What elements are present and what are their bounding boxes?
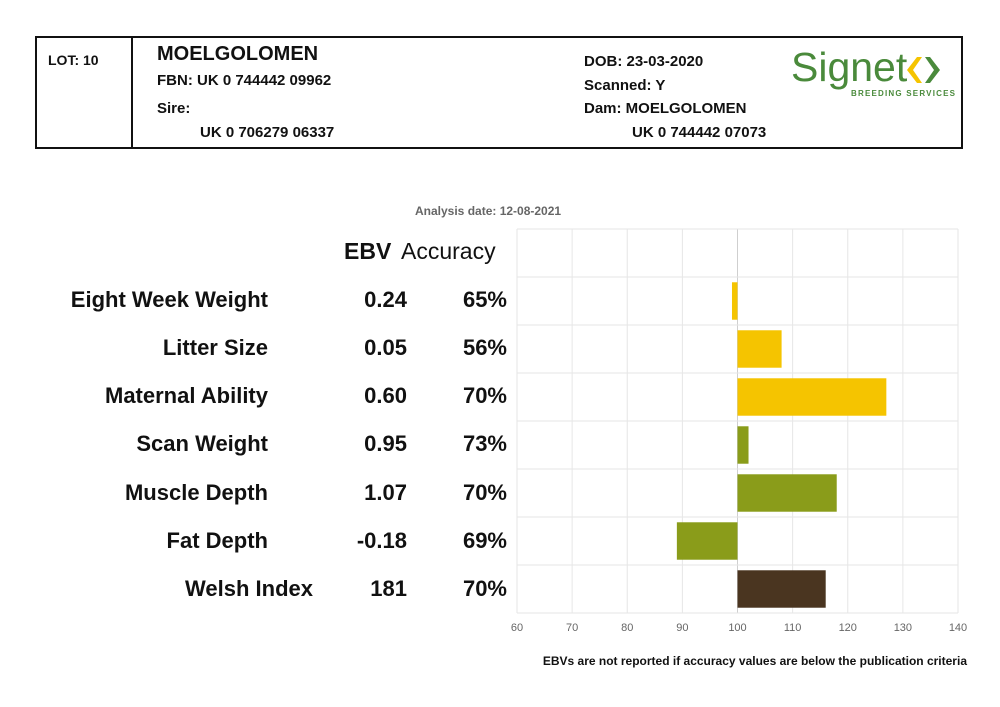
x-tick-label: 110 [784, 622, 802, 634]
lot-cell [37, 38, 133, 147]
x-tick-label: 130 [894, 622, 912, 634]
accuracy-column-header: Accuracy [401, 238, 496, 264]
accuracy-value: 70% [462, 480, 507, 505]
x-tick-label: 140 [949, 622, 967, 634]
ebv-value: 181 [370, 576, 407, 601]
trait-label: Scan Weight [136, 431, 268, 456]
signet-logo: Signet BREEDING SERVICES [791, 44, 955, 106]
trait-label: Litter Size [162, 335, 268, 360]
scanned-status: Scanned: Y [584, 77, 666, 94]
accuracy-value: 73% [462, 431, 507, 456]
analysis-date: Analysis date: 12-08-2021 [415, 204, 562, 218]
bar [737, 570, 826, 608]
x-tick-label: 70 [566, 622, 578, 634]
bar [737, 474, 837, 512]
fbn: FBN: UK 0 744442 09962 [157, 72, 332, 89]
sire-id: UK 0 706279 06337 [200, 124, 335, 141]
lot-number: LOT: 10 [48, 52, 99, 68]
trait-label: Maternal Ability [105, 383, 268, 408]
accuracy-value: 65% [462, 287, 507, 312]
accuracy-value: 69% [462, 528, 507, 553]
accuracy-value: 70% [462, 576, 507, 601]
ebv-value: 1.07 [364, 480, 407, 505]
dam-id: UK 0 744442 07073 [632, 124, 767, 141]
ebv-value: 0.05 [364, 335, 407, 360]
ebv-column-header: EBV [344, 238, 392, 264]
date-of-birth: DOB: 23-03-2020 [584, 53, 704, 70]
bar [737, 378, 887, 416]
bar [731, 282, 738, 320]
x-tick-label: 60 [511, 622, 523, 634]
ebv-value: 0.95 [364, 431, 407, 456]
bar [676, 522, 738, 560]
x-tick-label: 120 [839, 622, 857, 634]
bar [737, 426, 749, 464]
accuracy-value: 56% [462, 335, 507, 360]
trait-label: Welsh Index [185, 576, 313, 601]
logo-subtitle: BREEDING SERVICES [851, 89, 957, 98]
trait-label: Muscle Depth [124, 480, 268, 505]
x-tick-label: 100 [728, 622, 746, 634]
ebv-value: 0.24 [364, 287, 407, 312]
x-tick-label: 90 [676, 622, 688, 634]
bar [737, 330, 782, 368]
trait-label: Fat Depth [166, 528, 268, 553]
sire-label: Sire: [157, 100, 191, 117]
animal-header: LOT: 10 MOELGOLOMEN FBN: UK 0 744442 099… [35, 36, 963, 149]
trait-label: Eight Week Weight [70, 287, 268, 312]
dam: Dam: MOELGOLOMEN [584, 100, 747, 117]
animal-name: MOELGOLOMEN [157, 43, 319, 65]
logo-chevron-icon [907, 57, 940, 83]
ebv-value: 0.60 [364, 383, 407, 408]
x-tick-label: 80 [621, 622, 633, 634]
logo-wordmark: Signet [791, 44, 908, 90]
accuracy-value: 70% [462, 383, 507, 408]
publication-criteria-note: EBVs are not reported if accuracy values… [542, 654, 967, 668]
ebv-value: -0.18 [356, 528, 407, 553]
